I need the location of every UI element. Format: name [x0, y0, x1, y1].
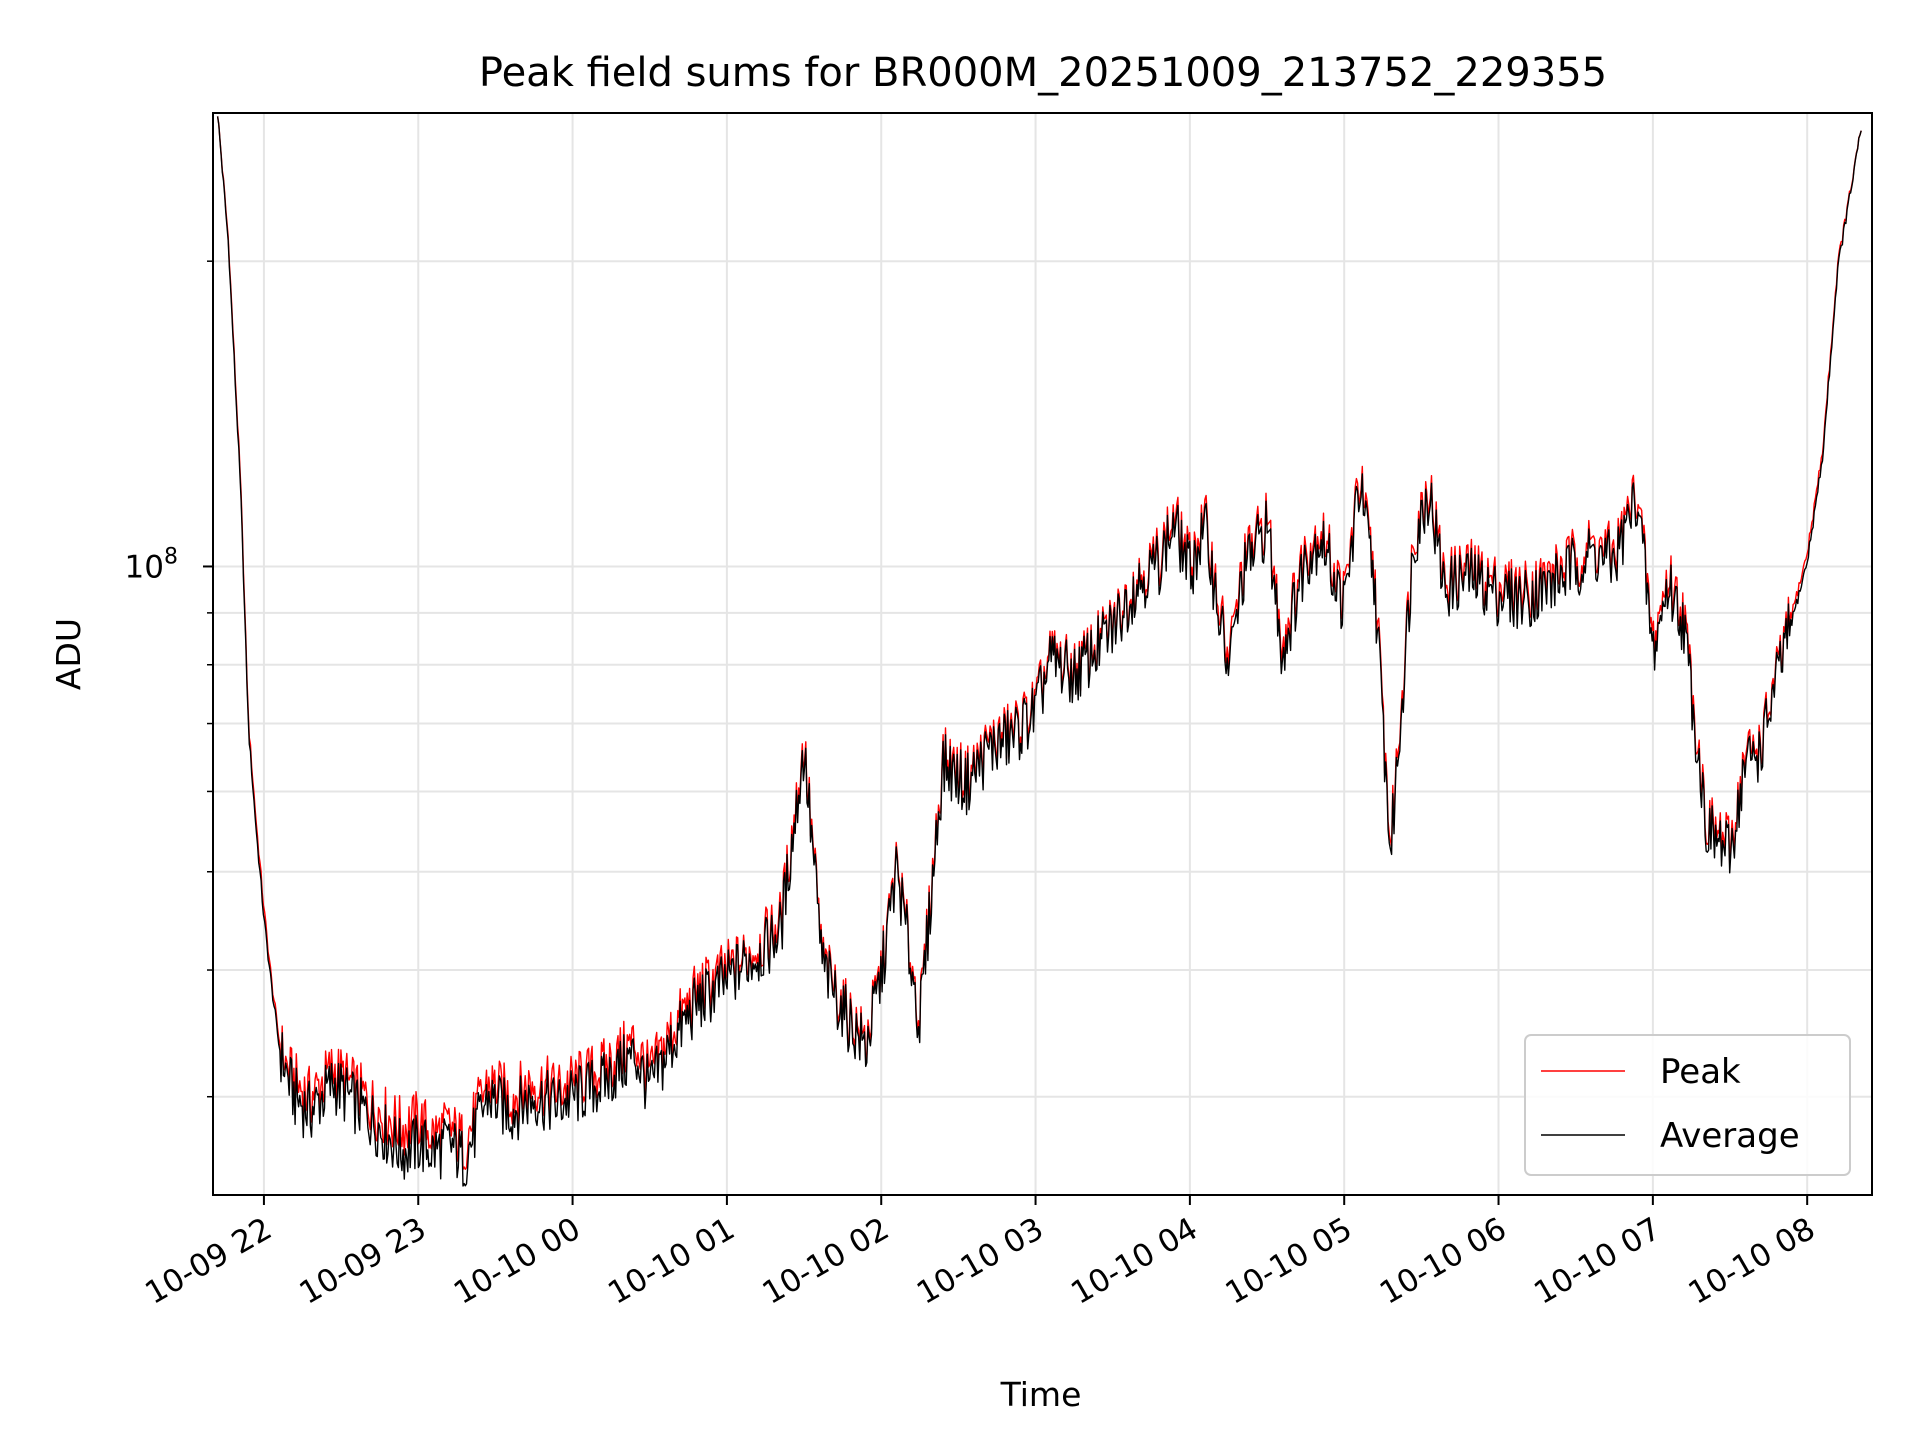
axes-layer [212, 112, 1873, 1196]
y-tick-base: 10 [125, 549, 164, 585]
chart-title: Peak field sums for BR000M_20251009_2137… [479, 50, 1607, 96]
y-axis-label: ADU [49, 618, 88, 690]
series-line-average [216, 116, 1862, 1187]
legend-label-average: Average [1660, 1116, 1800, 1156]
x-axis-label: Time [1000, 1375, 1082, 1414]
legend-box [1524, 1034, 1851, 1176]
legend: Peak Average [1524, 1034, 1851, 1176]
plot-frame [212, 112, 1873, 1196]
legend-label-peak: Peak [1660, 1052, 1741, 1092]
y-tick-label-1e8: 108 [125, 544, 178, 585]
y-tick-exponent: 8 [164, 544, 178, 569]
series-layer [216, 116, 1862, 1187]
svg-text:108: 108 [125, 544, 178, 585]
